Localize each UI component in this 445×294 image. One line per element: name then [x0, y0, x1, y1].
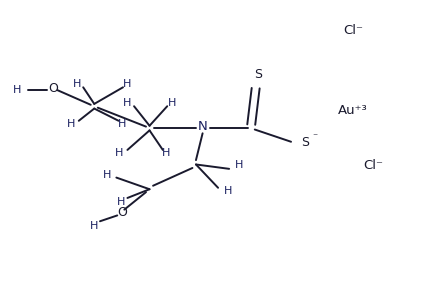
Text: ⁻: ⁻ — [312, 133, 317, 143]
Text: H: H — [224, 186, 232, 196]
Text: H: H — [118, 119, 126, 129]
Text: Cl⁻: Cl⁻ — [363, 159, 383, 172]
Text: H: H — [123, 79, 132, 89]
Text: H: H — [235, 160, 243, 170]
Text: H: H — [123, 98, 132, 108]
Text: O: O — [49, 82, 58, 95]
Text: Au⁺³: Au⁺³ — [338, 104, 368, 117]
Text: S: S — [301, 136, 309, 149]
Text: H: H — [102, 170, 111, 180]
Text: H: H — [167, 98, 176, 108]
Text: H: H — [162, 148, 170, 158]
Text: O: O — [117, 206, 127, 219]
Text: H: H — [12, 85, 21, 95]
Text: H: H — [73, 79, 81, 89]
Text: Cl⁻: Cl⁻ — [343, 24, 363, 37]
Text: N: N — [198, 120, 207, 133]
Text: S: S — [255, 68, 262, 81]
Text: H: H — [115, 148, 124, 158]
Text: H: H — [90, 220, 98, 230]
Text: H: H — [117, 197, 125, 207]
Text: H: H — [67, 119, 75, 129]
